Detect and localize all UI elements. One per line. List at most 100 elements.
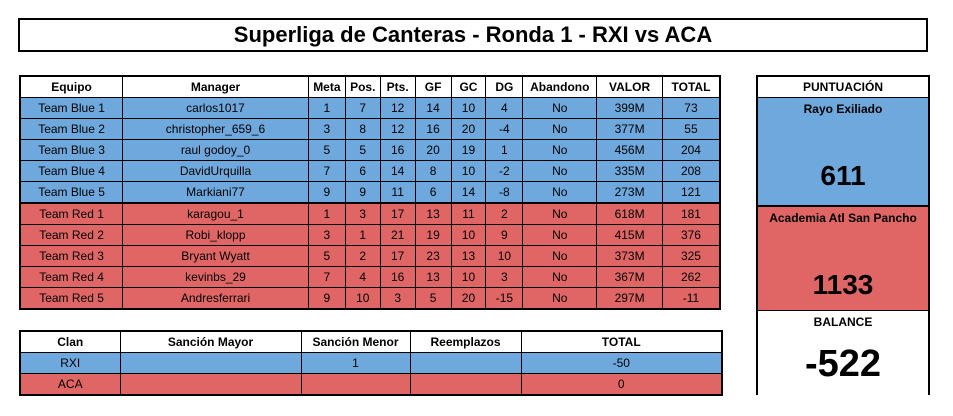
cell-dg: -15 xyxy=(485,287,524,310)
cell-meta: 3 xyxy=(307,224,346,246)
cell-total: 376 xyxy=(661,224,721,246)
cell-abandono: No xyxy=(522,181,598,204)
standings-header-row: Equipo Manager Meta Pos. Pts. GF GC DG A… xyxy=(19,75,721,98)
header-abandono: Abandono xyxy=(522,75,598,98)
cell-gc: 10 xyxy=(450,160,487,182)
header-valor: VALOR xyxy=(596,75,663,98)
blue-clan-name: Rayo Exiliado xyxy=(803,102,883,116)
cell-total: 262 xyxy=(661,266,721,288)
cell-manager: Markiani77 xyxy=(122,181,309,204)
cell-valor: 373M xyxy=(596,245,663,267)
cell-dg: 1 xyxy=(485,139,524,161)
cell-total: 204 xyxy=(661,139,721,161)
table-row: Team Blue 1 carlos1017 1 7 12 14 10 4 No 399M 73 xyxy=(19,97,721,119)
cell-team: Team Red 2 xyxy=(19,224,124,246)
cell-gc: 13 xyxy=(450,245,487,267)
header-clan: Clan xyxy=(19,330,121,353)
balance-panel: BALANCE -522 xyxy=(758,311,928,395)
cell-meta: 5 xyxy=(307,139,346,161)
cell-gc: 10 xyxy=(450,224,487,246)
cell-dg: -4 xyxy=(485,118,524,140)
cell-manager: kevinbs_29 xyxy=(122,266,309,288)
cell-manager: christopher_659_6 xyxy=(122,118,309,140)
cell-pos: 2 xyxy=(344,245,381,267)
balance-value: -522 xyxy=(804,343,882,385)
cell-dg: 4 xyxy=(485,97,524,119)
cell-meta: 9 xyxy=(307,181,346,204)
cell-gc: 14 xyxy=(450,181,487,204)
cell-manager: Robi_klopp xyxy=(122,224,309,246)
header-equipo: Equipo xyxy=(19,75,124,98)
cell-gc: 20 xyxy=(450,287,487,310)
cell-pts: 12 xyxy=(379,118,416,140)
cell-pos: 6 xyxy=(344,160,381,182)
cell-pos: 7 xyxy=(344,97,381,119)
cell-total: 121 xyxy=(661,181,721,204)
table-row: Team Blue 2 christopher_659_6 3 8 12 16 20 -4 No… xyxy=(19,118,721,140)
table-row: Team Red 4 kevinbs_29 7 4 16 13 10 3 No 367M 262 xyxy=(19,266,721,288)
cell-total: 208 xyxy=(661,160,721,182)
header-reemplazos: Reemplazos xyxy=(409,330,522,353)
cell-pos: 4 xyxy=(344,266,381,288)
clan-cell-menor: 1 xyxy=(300,352,411,374)
table-row: Team Red 5 Andresferrari 9 10 3 5 20 -15 No 297M -… xyxy=(19,287,721,310)
balance-label: BALANCE xyxy=(813,315,873,329)
table-row: Team Blue 3 raul godoy_0 5 5 16 20 19 1 No 456M 20… xyxy=(19,139,721,161)
clan-header-row: Clan Sanción Mayor Sanción Menor Reempla… xyxy=(19,330,723,353)
cell-gf: 19 xyxy=(414,224,452,246)
cell-gf: 14 xyxy=(414,97,452,119)
cell-team: Team Blue 1 xyxy=(19,97,124,119)
score-panel: PUNTUACIÓN Rayo Exiliado 611 Academia At… xyxy=(756,75,930,395)
cell-valor: 415M xyxy=(596,224,663,246)
cell-pos: 10 xyxy=(344,287,381,310)
table-row: Team Blue 5 Markiani77 9 9 11 6 14 -8 No 273M 121 xyxy=(19,181,721,204)
clan-cell-total: 0 xyxy=(520,373,723,396)
cell-total: -11 xyxy=(661,287,721,310)
cell-pts: 3 xyxy=(379,287,416,310)
header-manager: Manager xyxy=(122,75,309,98)
table-row: Team Red 2 Robi_klopp 3 1 21 19 10 9 No 415M 376 xyxy=(19,224,721,246)
cell-dg: 9 xyxy=(485,224,524,246)
cell-valor: 273M xyxy=(596,181,663,204)
blue-score-value: 611 xyxy=(820,160,866,191)
cell-pts: 11 xyxy=(379,181,416,204)
clan-cell-total: -50 xyxy=(520,352,723,374)
cell-pts: 21 xyxy=(379,224,416,246)
cell-meta: 1 xyxy=(307,202,346,225)
cell-pts: 17 xyxy=(379,245,416,267)
cell-team: Team Blue 4 xyxy=(19,160,124,182)
cell-manager: Andresferrari xyxy=(122,287,309,310)
table-row: ACA 0 xyxy=(19,373,723,396)
clan-cell-reemplazos xyxy=(409,373,522,396)
cell-valor: 335M xyxy=(596,160,663,182)
red-score-value: 1133 xyxy=(812,269,874,300)
cell-pos: 5 xyxy=(344,139,381,161)
header-dg: DG xyxy=(485,75,524,98)
header-meta: Meta xyxy=(307,75,346,98)
table-row: Team Red 1 karagou_1 1 3 17 13 11 2 No 618M 181 xyxy=(19,202,721,225)
header-pos: Pos. xyxy=(344,75,381,98)
header-sancion-menor: Sanción Menor xyxy=(300,330,411,353)
cell-pts: 12 xyxy=(379,97,416,119)
cell-pos: 3 xyxy=(344,202,381,225)
cell-gf: 8 xyxy=(414,160,452,182)
cell-abandono: No xyxy=(522,224,598,246)
table-row: Team Blue 4 DavidUrquilla 7 6 14 8 10 -2 No 335M 2… xyxy=(19,160,721,182)
cell-total: 73 xyxy=(661,97,721,119)
cell-abandono: No xyxy=(522,139,598,161)
cell-team: Team Red 3 xyxy=(19,245,124,267)
cell-valor: 367M xyxy=(596,266,663,288)
cell-gc: 10 xyxy=(450,266,487,288)
clan-table: Clan Sanción Mayor Sanción Menor Reempla… xyxy=(19,330,723,396)
header-clan-total: TOTAL xyxy=(520,330,723,353)
cell-total: 181 xyxy=(661,202,721,225)
cell-pos: 1 xyxy=(344,224,381,246)
cell-team: Team Blue 5 xyxy=(19,181,124,204)
cell-gf: 5 xyxy=(414,287,452,310)
cell-abandono: No xyxy=(522,245,598,267)
header-total: TOTAL xyxy=(661,75,721,98)
score-header: PUNTUACIÓN xyxy=(758,77,928,98)
cell-gc: 19 xyxy=(450,139,487,161)
cell-team: Team Blue 2 xyxy=(19,118,124,140)
cell-gc: 10 xyxy=(450,97,487,119)
